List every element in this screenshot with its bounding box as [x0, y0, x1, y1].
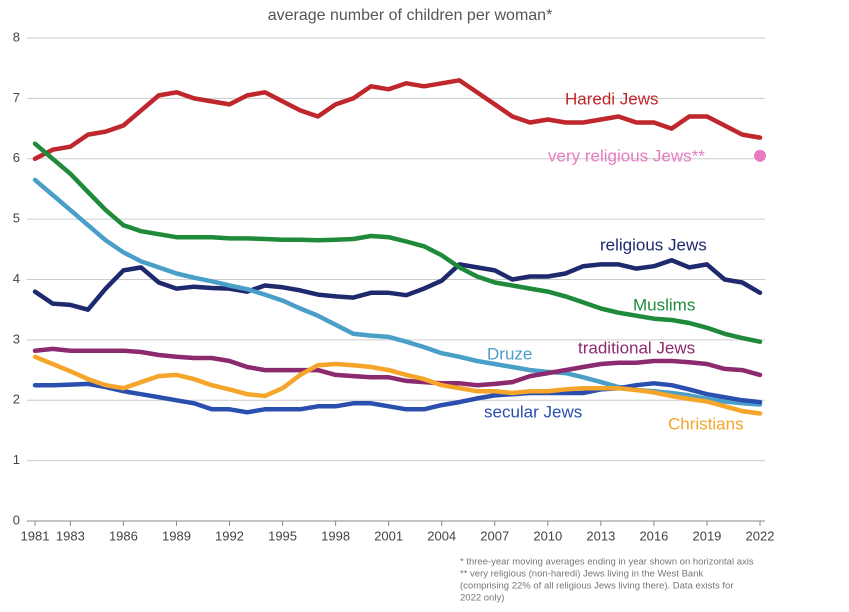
x-tick-label: 1981	[21, 528, 50, 543]
chart-title: average number of children per woman*	[268, 7, 553, 24]
footnote: ** very religious (non-haredi) Jews livi…	[460, 569, 703, 580]
y-tick-label: 0	[13, 512, 20, 527]
series-label: religious Jews	[600, 235, 707, 254]
y-tick-label: 1	[13, 452, 20, 467]
footnote: (comprising 22% of all religious Jews li…	[460, 581, 734, 592]
line	[32, 78, 763, 162]
x-tick-label: 1983	[56, 528, 85, 543]
line	[32, 354, 763, 416]
x-tick-label: 1986	[109, 528, 138, 543]
x-tick-label: 1998	[321, 528, 350, 543]
y-tick-label: 5	[13, 211, 20, 226]
series-label: secular Jews	[484, 402, 582, 421]
y-tick-label: 8	[13, 29, 20, 44]
x-tick-label: 1992	[215, 528, 244, 543]
series-label: Haredi Jews	[565, 89, 659, 108]
series-label: Christians	[668, 414, 744, 433]
y-tick-label: 4	[13, 271, 20, 286]
line	[32, 346, 763, 388]
footnote: 2022 only)	[460, 593, 504, 604]
y-tick-label: 7	[13, 90, 20, 105]
y-tick-label: 3	[13, 331, 20, 346]
x-tick-label: 2001	[374, 528, 403, 543]
x-tick-label: 1989	[162, 528, 191, 543]
x-tick-label: 2013	[586, 528, 615, 543]
x-tick-label: 2016	[639, 528, 668, 543]
y-tick-label: 6	[13, 150, 20, 165]
x-tick-label: 2004	[427, 528, 456, 543]
line	[32, 141, 763, 344]
footnote: * three-year moving averages ending in y…	[460, 557, 754, 568]
x-tick-label: 2022	[746, 528, 775, 543]
line	[32, 381, 763, 415]
series-label: traditional Jews	[578, 338, 695, 357]
x-tick-label: 2010	[533, 528, 562, 543]
x-tick-label: 2007	[480, 528, 509, 543]
y-tick-label: 2	[13, 392, 20, 407]
series-label: Druze	[487, 344, 532, 363]
x-tick-label: 1995	[268, 528, 297, 543]
x-tick-label: 2019	[692, 528, 721, 543]
series-label: Muslims	[633, 295, 695, 314]
series-label: very religious Jews**	[548, 146, 705, 165]
line	[32, 257, 763, 312]
point	[754, 149, 766, 162]
